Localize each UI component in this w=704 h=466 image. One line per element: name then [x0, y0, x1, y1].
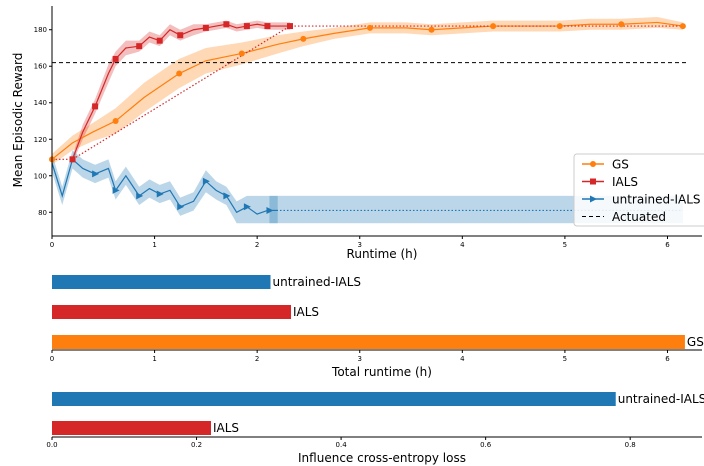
ials-marker	[202, 24, 209, 31]
reward-y-tick-label: 180	[34, 26, 47, 34]
runtime-bar-chart: untrained-IALS IALS GS 0 1 2 3 4 5 6 Total runtim…	[50, 275, 704, 379]
legend: GS IALS untrained-IALS Actuated	[573, 153, 704, 227]
loss-bar-ials	[52, 421, 211, 435]
loss-x-tick-label: 0.6	[480, 441, 492, 449]
reward-x-tick-label: 4	[460, 241, 465, 249]
runtime-bar-ials	[52, 305, 292, 319]
runtime-bar-label-ials: IALS	[293, 305, 319, 319]
loss-bars: untrained-IALS IALS 0.0 0.2 0.4 0.6 0.8	[46, 392, 704, 449]
series-markers	[49, 21, 686, 214]
loss-x-label: Influence cross-entropy loss	[298, 451, 466, 465]
untrained-ials-marker	[223, 192, 231, 200]
ials-marker	[264, 23, 271, 30]
runtime-x-tick-label: 5	[563, 355, 567, 363]
runtime-bar-label-untrained-ials: untrained-IALS	[272, 275, 361, 289]
reward-x-tick-label: 3	[358, 241, 362, 249]
untrained-ials-marker	[266, 206, 274, 214]
reward-y-label: Mean Episodic Reward	[11, 53, 25, 188]
runtime-bar-label-gs: GS	[687, 335, 704, 349]
reward-axes: 0 1 2 3 4 5 6 80 100 120 140 160 180	[34, 6, 702, 249]
reward-y-tick-label: 100	[34, 172, 47, 180]
reward-y-tick-label: 120	[34, 136, 47, 144]
ials-marker	[177, 32, 184, 39]
gs-marker	[176, 70, 183, 77]
untrained-ials-band	[52, 150, 278, 224]
legend-gs-marker	[590, 161, 596, 167]
gs-marker	[618, 21, 625, 28]
untrained-ials-line	[51, 158, 278, 215]
loss-x-tick-label: 0.0	[46, 441, 57, 449]
untrained-ials-marker	[156, 190, 164, 198]
reward-x-tick-label: 6	[665, 241, 670, 249]
loss-bar-chart: untrained-IALS IALS 0.0 0.2 0.4 0.6 0.8 Influe…	[46, 392, 704, 465]
ials-marker	[243, 23, 250, 30]
gs-marker	[490, 23, 497, 30]
gs-marker	[112, 118, 119, 124]
reward-chart: 0 1 2 3 4 5 6 80 100 120 140 160 180 Runtime (h) Mea…	[11, 6, 704, 261]
untrained-ials-marker	[177, 203, 185, 211]
gs-marker	[238, 50, 245, 57]
gs-line	[51, 21, 683, 160]
runtime-x-tick-label: 0	[50, 355, 54, 363]
ials-marker	[112, 55, 119, 62]
ials-marker	[286, 23, 293, 30]
reward-x-tick-label: 2	[255, 241, 259, 249]
untrained-ials-marker	[112, 186, 120, 194]
legend-box	[573, 153, 704, 227]
loss-x-tick-label: 0.2	[191, 441, 202, 449]
runtime-bars: untrained-IALS IALS GS 0 1 2 3 4 5 6	[50, 275, 704, 363]
reward-x-tick-label: 1	[152, 241, 156, 249]
runtime-x-label: Total runtime (h)	[331, 365, 432, 379]
untrained-ials-marker	[202, 177, 210, 185]
runtime-bar-gs	[52, 335, 685, 349]
ials-marker	[223, 21, 230, 28]
loss-bar-label-ials: IALS	[213, 421, 239, 435]
ials-marker	[92, 103, 99, 110]
reward-y-tick-label: 80	[38, 209, 47, 217]
reward-x-tick-label: 5	[563, 241, 567, 249]
legend-gs-label: GS	[612, 158, 629, 172]
loss-bar-label-untrained-ials: untrained-IALS	[618, 392, 704, 406]
untrained-ials-marker	[92, 170, 100, 178]
loss-x-tick-label: 0.8	[625, 441, 636, 449]
legend-ials-marker	[590, 178, 596, 185]
runtime-x-tick-label: 2	[255, 355, 259, 363]
gs-marker	[367, 24, 373, 31]
ials-marker	[156, 37, 163, 44]
runtime-x-tick-label: 1	[152, 355, 156, 363]
legend-actuated-label: Actuated	[612, 210, 666, 224]
ials-marker	[69, 156, 76, 163]
legend-ials-label: IALS	[612, 175, 638, 189]
runtime-x-tick-label: 3	[358, 355, 362, 363]
gs-marker	[556, 23, 563, 30]
ials-extension	[52, 25, 683, 160]
gs-marker	[679, 23, 686, 30]
loss-bar-untrained-ials	[52, 392, 616, 406]
runtime-bar-untrained-ials	[52, 275, 271, 289]
reward-x-tick-label: 0	[50, 241, 54, 249]
reward-y-tick-label: 140	[34, 99, 47, 107]
gs-marker	[300, 35, 307, 42]
legend-untrained-ials-label: untrained-IALS	[612, 193, 701, 207]
legend-untrained-ials-marker	[590, 195, 597, 203]
untrained-ials-marker	[243, 203, 251, 211]
untrained-ials-marker	[136, 192, 144, 200]
reward-y-tick-label: 160	[34, 63, 47, 71]
runtime-x-tick-label: 6	[665, 355, 670, 363]
gs-band	[52, 16, 683, 165]
runtime-x-tick-label: 4	[460, 355, 465, 363]
reward-x-label: Runtime (h)	[347, 247, 418, 261]
ials-marker	[136, 43, 143, 50]
loss-x-tick-label: 0.4	[336, 441, 348, 449]
gs-marker	[428, 26, 435, 33]
